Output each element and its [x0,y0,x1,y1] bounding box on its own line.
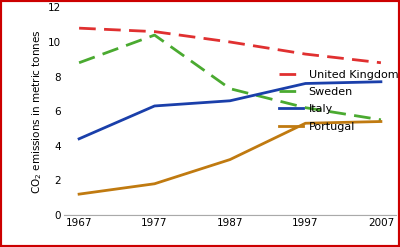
United Kingdom [77,27,82,30]
Portugal [303,122,308,125]
United Kingdom [152,30,157,33]
Italy [303,82,308,85]
Sweden [77,61,82,64]
Italy [152,104,157,107]
Line: Italy: Italy [79,82,381,139]
Portugal [378,120,383,123]
Portugal [228,158,232,161]
Sweden [228,87,232,90]
Y-axis label: CO$_2$ emissions in metric tonnes: CO$_2$ emissions in metric tonnes [30,29,44,194]
Sweden [303,106,308,109]
Legend: United Kingdom, Sweden, Italy, Portugal: United Kingdom, Sweden, Italy, Portugal [275,67,400,135]
Portugal [152,182,157,185]
Line: Portugal: Portugal [79,122,381,194]
Italy [77,137,82,140]
Sweden [152,34,157,37]
Sweden [378,118,383,121]
Italy [378,80,383,83]
Portugal [77,193,82,196]
Italy [228,99,232,102]
United Kingdom [378,61,383,64]
United Kingdom [228,41,232,43]
United Kingdom [303,53,308,56]
Line: United Kingdom: United Kingdom [79,28,381,63]
Line: Sweden: Sweden [79,35,381,120]
